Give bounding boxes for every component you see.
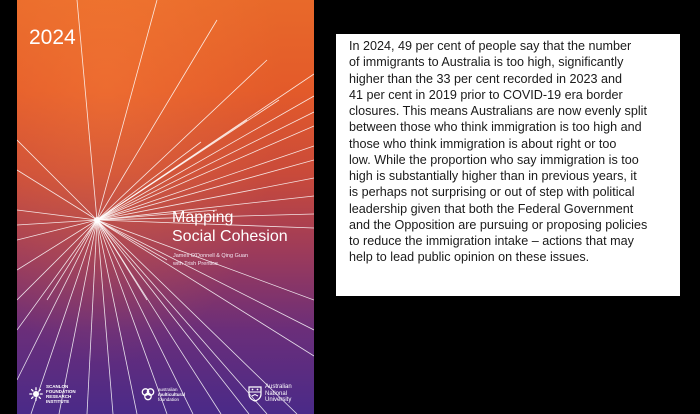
radiating-line xyxy=(96,219,138,414)
radiating-line xyxy=(96,159,314,221)
radiating-line xyxy=(17,219,98,271)
radiating-line xyxy=(96,141,202,221)
radiating-line xyxy=(96,219,314,301)
cover-title: Mapping Social Cohesion xyxy=(172,208,288,246)
report-excerpt-paragraph: In 2024, 49 per cent of people say that … xyxy=(349,38,680,266)
radiating-line xyxy=(96,219,314,331)
radiating-line xyxy=(96,219,168,414)
radiating-line xyxy=(96,177,314,221)
radiating-line xyxy=(96,119,248,221)
excerpt-line: In 2024, 49 per cent of people say that … xyxy=(349,39,632,53)
multicultural-foundation-logo-icon xyxy=(141,388,155,401)
radiating-line xyxy=(96,219,314,229)
radiating-line xyxy=(96,219,314,357)
cover-year: 2024 xyxy=(29,26,76,49)
radiating-line xyxy=(96,209,218,221)
radiating-line xyxy=(17,219,98,331)
radiating-line xyxy=(96,219,168,261)
radiating-line xyxy=(17,219,98,381)
scanlon-logo-icon xyxy=(29,387,43,401)
radiating-line xyxy=(17,219,98,241)
excerpt-line: to reduce the immigration intake – actio… xyxy=(349,234,634,248)
cover-title-line-1: Mapping xyxy=(172,209,234,226)
radiating-line xyxy=(17,139,98,221)
scanlon-logo-line: RESEARCH xyxy=(46,394,72,399)
excerpt-line: high is substantially higher than in pre… xyxy=(349,169,637,183)
scanlon-logo-line: INSTITUTE xyxy=(46,399,70,404)
multicultural-foundation-logo: australian multicultural foundation xyxy=(141,384,185,404)
anu-logo-line: University xyxy=(265,397,292,404)
excerpt-line: higher than the 33 per cent recorded in … xyxy=(349,71,623,86)
anu-crest-icon xyxy=(248,386,262,402)
scanlon-logo-line: SCANLON xyxy=(46,384,69,389)
radiating-line xyxy=(17,169,98,221)
radiating-line xyxy=(96,0,158,221)
radiating-line xyxy=(86,219,98,414)
radiating-line xyxy=(96,219,194,414)
radiating-line xyxy=(30,219,98,414)
radiating-line xyxy=(96,219,250,414)
radiating-line xyxy=(96,145,314,221)
radiating-line xyxy=(17,219,98,301)
radiating-line xyxy=(96,219,148,301)
excerpt-line: is perhaps not surprising or out of step… xyxy=(349,185,635,200)
report-excerpt-panel: In 2024, 49 per cent of people say that … xyxy=(336,34,680,296)
multicultural-logo-line: australian xyxy=(158,386,178,392)
radiating-line xyxy=(17,219,98,226)
radiating-line xyxy=(76,0,98,221)
cover-authors-line-2: with Trish Prentice xyxy=(173,261,218,267)
radiating-line xyxy=(58,219,98,414)
scanlon-logo-text: SCANLON FOUNDATION RESEARCH INSTITUTE xyxy=(46,384,76,404)
scanlon-logo-line: FOUNDATION xyxy=(46,389,76,394)
anu-logo-text: Australian National University xyxy=(265,384,292,404)
radiating-line xyxy=(96,219,268,414)
radiating-center-point xyxy=(94,217,100,223)
anu-logo-line: Australian xyxy=(265,384,292,391)
radiating-line xyxy=(96,125,314,221)
radiating-line xyxy=(96,219,114,414)
radiating-line xyxy=(96,95,314,221)
excerpt-line: closures. This means Australians are now… xyxy=(349,104,647,118)
radiating-lines-graphic xyxy=(17,0,314,414)
cover-authors: James O'Donnell & Qing Guan with Trish P… xyxy=(173,252,248,268)
radiating-line xyxy=(96,111,314,221)
anu-logo: Australian National University xyxy=(248,384,292,404)
radiating-line xyxy=(96,213,314,221)
scanlon-logo: SCANLON FOUNDATION RESEARCH INSTITUTE xyxy=(29,384,76,404)
excerpt-line: leadership given that both the Federal G… xyxy=(349,201,634,216)
multicultural-foundation-logo-text: australian multicultural foundation xyxy=(158,387,185,402)
excerpt-line: those who think immigration is about rig… xyxy=(349,136,617,151)
radiating-line xyxy=(46,219,98,301)
report-cover: 2024 Mapping Social Cohesion James O'Don… xyxy=(17,0,314,414)
anu-logo-line: National xyxy=(265,390,288,397)
radiating-line xyxy=(96,59,268,221)
radiating-line xyxy=(17,209,98,221)
radiating-line xyxy=(96,219,298,414)
cover-authors-line-1: James O'Donnell & Qing Guan xyxy=(173,253,249,259)
radiating-line xyxy=(96,195,314,221)
excerpt-line: 41 per cent in 2019 prior to COVID-19 er… xyxy=(349,87,623,102)
excerpt-line: help to lead public opinion on these iss… xyxy=(349,250,590,265)
excerpt-line: low. While the proportion who say immigr… xyxy=(349,152,639,167)
multicultural-logo-line: foundation xyxy=(158,396,180,402)
radiating-line xyxy=(96,19,218,221)
cover-title-line-2: Social Cohesion xyxy=(172,228,288,245)
excerpt-line: of immigrants to Australia is too high, … xyxy=(349,55,624,70)
excerpt-line: and the Opposition are pursuing or propo… xyxy=(349,217,648,232)
excerpt-line: between those who think immigration is t… xyxy=(349,120,642,135)
multicultural-logo-line: multicultural xyxy=(158,391,186,397)
